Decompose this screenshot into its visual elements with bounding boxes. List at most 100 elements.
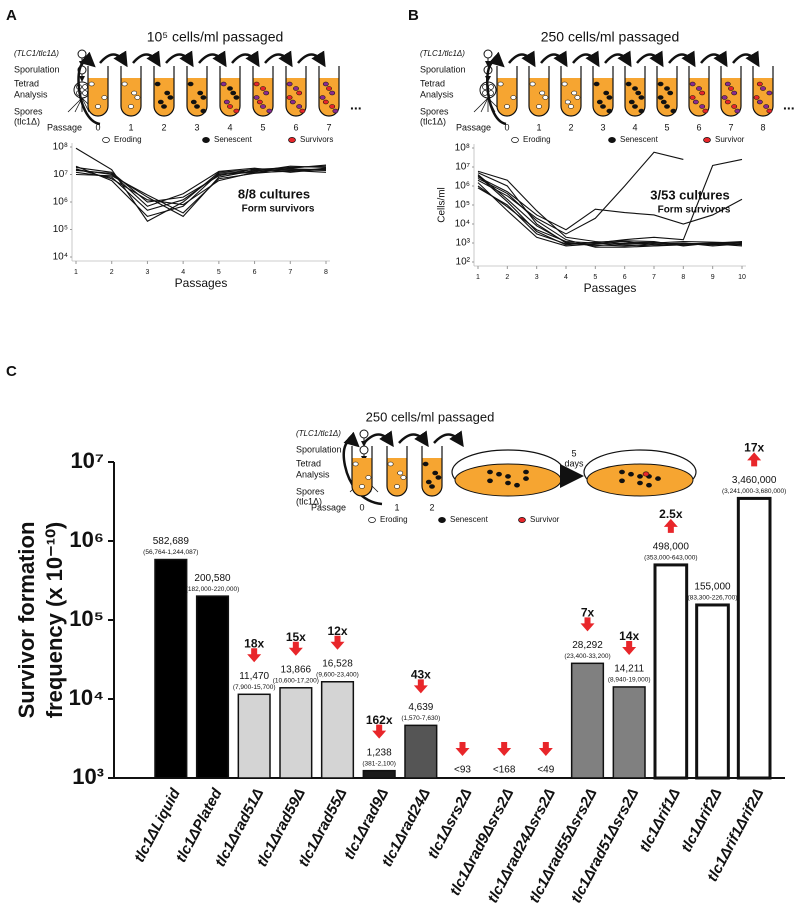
cell-dot bbox=[496, 471, 502, 477]
tube bbox=[120, 66, 142, 117]
step-label: Spores bbox=[296, 486, 325, 496]
step-label: Analysis bbox=[296, 469, 330, 479]
tube-medium bbox=[529, 78, 549, 116]
cell-dot bbox=[542, 95, 549, 100]
cell-dot bbox=[230, 90, 237, 96]
x-tick-label: 3 bbox=[145, 269, 149, 276]
cell-dot bbox=[766, 90, 773, 96]
tube-medium bbox=[187, 78, 207, 116]
cell-dot bbox=[635, 90, 642, 96]
tube-medium bbox=[422, 458, 442, 496]
cell-dot bbox=[696, 86, 702, 91]
legend-label: Senescent bbox=[620, 135, 659, 144]
cell-dot bbox=[670, 108, 677, 114]
cell-dot bbox=[731, 104, 738, 109]
x-tick-label: 2 bbox=[505, 274, 509, 281]
step-label: Analysis bbox=[420, 89, 454, 99]
fold-label: 43x bbox=[411, 668, 431, 682]
passage-number: 3 bbox=[600, 122, 605, 132]
x-tick-label: 5 bbox=[593, 274, 597, 281]
cell-dot bbox=[603, 90, 610, 96]
passage-label: Passage bbox=[456, 122, 491, 132]
bar bbox=[154, 558, 188, 779]
cell-dot bbox=[329, 90, 336, 96]
cell-dot bbox=[497, 81, 504, 87]
cell-dot bbox=[628, 471, 634, 477]
x-tick-label: 4 bbox=[181, 269, 185, 276]
y-axis-label: Cells/ml bbox=[437, 187, 448, 223]
fold-arrow bbox=[413, 679, 428, 694]
transfer-arrow bbox=[700, 50, 728, 68]
cell bbox=[483, 49, 493, 59]
tube bbox=[153, 66, 175, 117]
cell-dot bbox=[523, 469, 529, 475]
passage-label: Passage bbox=[311, 502, 346, 512]
cell-dot bbox=[606, 95, 613, 100]
range-label: (353,000-643,000) bbox=[644, 555, 698, 562]
cell bbox=[77, 49, 87, 59]
cell bbox=[359, 429, 369, 439]
fold-arrow bbox=[372, 724, 387, 739]
transfer-arrow bbox=[99, 50, 128, 68]
legend-label: Survivors bbox=[300, 135, 333, 144]
step-label: Spores bbox=[14, 106, 43, 116]
cell-dot bbox=[734, 108, 741, 114]
step-label: Tetrad bbox=[296, 458, 321, 468]
tube-medium bbox=[625, 78, 645, 116]
y-tick-label: 10³ bbox=[72, 764, 104, 789]
passage-number: 6 bbox=[696, 122, 701, 132]
passage-number: 2 bbox=[161, 122, 166, 132]
cell-dot bbox=[154, 81, 161, 87]
cell-dot bbox=[397, 470, 404, 476]
tube bbox=[252, 66, 274, 117]
range-label: (9,600-23,400) bbox=[316, 671, 359, 678]
y-tick-label: 10⁷ bbox=[53, 169, 68, 180]
legend-label: Survivor bbox=[715, 135, 745, 144]
cell-dot bbox=[164, 90, 171, 96]
cell-dot bbox=[429, 484, 435, 489]
cell-dot bbox=[667, 90, 674, 96]
survivor-colony bbox=[642, 471, 650, 477]
incubation-label: 5 bbox=[571, 448, 576, 458]
tube bbox=[318, 66, 340, 117]
cell-dot bbox=[529, 81, 536, 87]
cell-dot bbox=[190, 99, 197, 105]
x-tick-label: 8 bbox=[681, 274, 685, 281]
series-line bbox=[477, 151, 684, 235]
y-tick-label: 10² bbox=[456, 257, 471, 268]
tube-medium bbox=[561, 78, 581, 116]
bar bbox=[570, 662, 605, 779]
transfer-arrow bbox=[297, 50, 326, 68]
fold-label: 15x bbox=[286, 630, 306, 644]
cell-dot bbox=[539, 90, 546, 96]
cell-dot bbox=[134, 95, 141, 100]
cell-dot bbox=[167, 95, 174, 100]
y-tick-label: 10⁷ bbox=[70, 448, 104, 473]
value-label: 498,000 bbox=[653, 542, 690, 553]
tube-medium bbox=[154, 78, 174, 116]
bar bbox=[736, 496, 772, 780]
cell-dot bbox=[286, 81, 293, 87]
series-line bbox=[477, 170, 743, 245]
range-label: (10,600-17,200) bbox=[273, 678, 319, 685]
legend-icon bbox=[703, 137, 711, 143]
spore-line bbox=[480, 97, 489, 113]
cell-dot bbox=[157, 99, 164, 105]
series-line bbox=[477, 176, 743, 231]
panel-label: A bbox=[6, 7, 17, 24]
transfer-arrow bbox=[264, 50, 293, 68]
cell-dot bbox=[763, 104, 770, 109]
cell-dot bbox=[253, 81, 260, 87]
passage-number: 0 bbox=[95, 122, 100, 132]
transfer-arrow bbox=[540, 50, 568, 68]
passage-number: 3 bbox=[194, 122, 199, 132]
cell-dot bbox=[692, 99, 699, 105]
annotation: Form survivors bbox=[242, 204, 315, 215]
cell-dot bbox=[101, 95, 108, 100]
cell-dot bbox=[619, 469, 625, 475]
value-label: 13,866 bbox=[281, 664, 312, 675]
transfer-arrow bbox=[77, 51, 101, 126]
cell-dot bbox=[638, 108, 645, 114]
legend-icon bbox=[202, 137, 210, 143]
value-label: 200,580 bbox=[194, 573, 231, 584]
